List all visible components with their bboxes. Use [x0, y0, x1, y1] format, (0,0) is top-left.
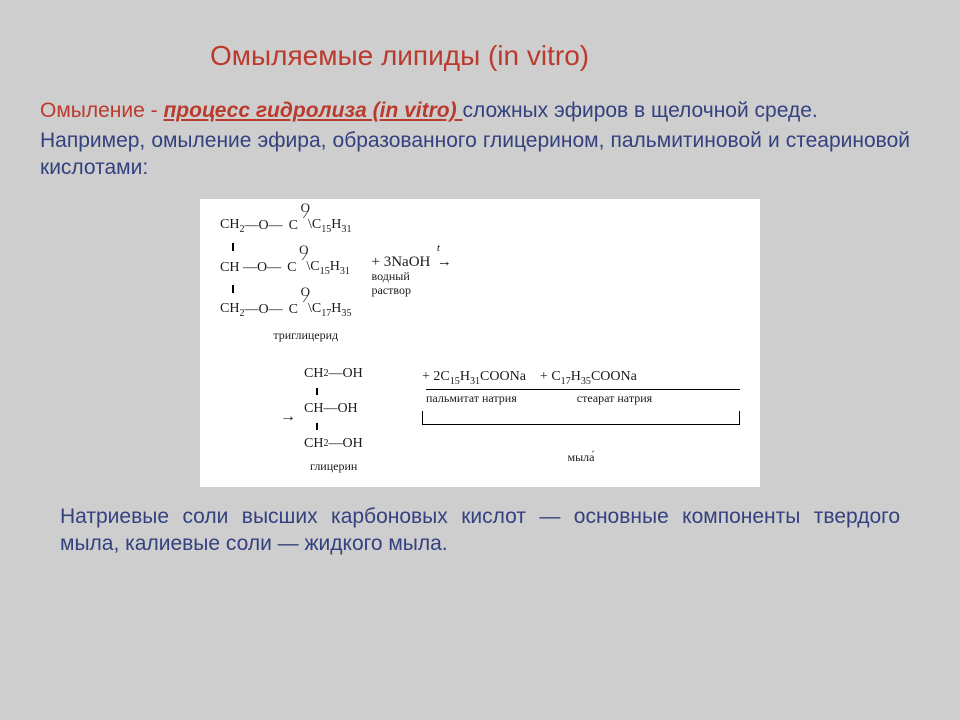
footer-paragraph: Натриевые соли высших карбоновых кислот … — [60, 503, 900, 558]
carbonyl-o-1: O|| — [301, 204, 310, 217]
reaction-condition: t — [437, 242, 439, 254]
example-intro: Например, омыление эфира, образованного … — [40, 128, 910, 181]
soaps-group-label: мыла́ — [422, 451, 740, 464]
solvent-line2: раствор — [371, 284, 450, 297]
slide-title: Омыляемые липиды (in vitro) — [210, 40, 930, 72]
backbone-bond-2 — [232, 285, 351, 293]
tg-carbon-2: CH — [220, 260, 243, 275]
triglyceride-structure: CH2 —O— C O|| \C15H31 CH —O— C — [220, 209, 351, 342]
gly-bond-2 — [316, 423, 414, 430]
glycerol-label: глицерин — [310, 460, 414, 473]
soap-bracket — [422, 411, 740, 425]
tg-carbon-3: CH2 — [220, 301, 245, 319]
gly-line-3: CH2—OH — [304, 430, 414, 458]
salt-1: + 2C15H31COONa — [422, 369, 526, 387]
soap-products: + 2C15H31COONa + C17H35COONa пальмитат н… — [422, 369, 740, 464]
chain-3: \C17H35 — [308, 301, 352, 319]
products-row: → CH2—OH CH—OH CH2—OH глицерин + 2C15H31… — [280, 360, 740, 473]
reagent-formula: NaOH — [391, 254, 430, 270]
reactants-row: CH2 —O— C O|| \C15H31 CH —O— C — [220, 209, 740, 342]
ester-o-2: —O— — [243, 260, 285, 275]
gly-bond-1 — [316, 388, 414, 395]
tg-line-1: CH2 —O— C O|| \C15H31 — [220, 209, 351, 243]
backbone-bond-1 — [232, 243, 351, 251]
glycerol-structure: CH2—OH CH—OH CH2—OH глицерин — [304, 360, 414, 473]
acyl-c-3: C O|| — [287, 302, 308, 317]
reaction-arrow-1: →t — [434, 254, 451, 270]
carbonyl-o-2: O|| — [299, 246, 308, 259]
tg-line-2: CH —O— C O|| \C15H31 — [220, 251, 351, 285]
salt1-label: пальмитат натрия — [426, 392, 517, 405]
reaction-figure: CH2 —O— C O|| \C15H31 CH —O— C — [200, 199, 760, 487]
chain-1: \C15H31 — [308, 217, 352, 235]
tg-carbon-1: CH2 — [220, 217, 245, 235]
reaction-arrow-2: → — [280, 408, 296, 426]
salt-2: + C17H35COONa — [540, 369, 637, 387]
triglyceride-label: триглицерид — [260, 329, 351, 342]
reagent-block: + 3NaOH →t водный раствор — [371, 254, 450, 297]
ester-o-1: —O— — [245, 218, 287, 233]
acyl-c-2: C O|| — [285, 260, 306, 275]
carbonyl-o-3: O|| — [301, 288, 310, 301]
definition-underlined: процесс гидролиза (in vitro) — [163, 99, 462, 122]
gly-line-1: CH2—OH — [304, 360, 414, 388]
definition-tail: сложных эфиров в щелочной среде. — [462, 99, 817, 122]
ester-o-3: —O— — [245, 302, 287, 317]
tg-line-3: CH2 —O— C O|| \C17H35 — [220, 293, 351, 327]
gly-line-2: CH—OH — [304, 395, 414, 423]
plus-sign: + — [371, 254, 379, 270]
salt-labels: пальмитат натрия стеарат натрия — [426, 389, 740, 405]
acyl-c-1: C O|| — [287, 218, 308, 233]
chain-2: \C15H31 — [306, 259, 350, 277]
solvent-line1: водный — [371, 270, 450, 283]
salt2-label: стеарат натрия — [577, 392, 652, 405]
slide: Омыляемые липиды (in vitro) Омыление - п… — [30, 40, 930, 680]
definition-lead: Омыление - — [40, 99, 163, 122]
definition-paragraph: Омыление - процесс гидролиза (in vitro) … — [40, 98, 910, 124]
